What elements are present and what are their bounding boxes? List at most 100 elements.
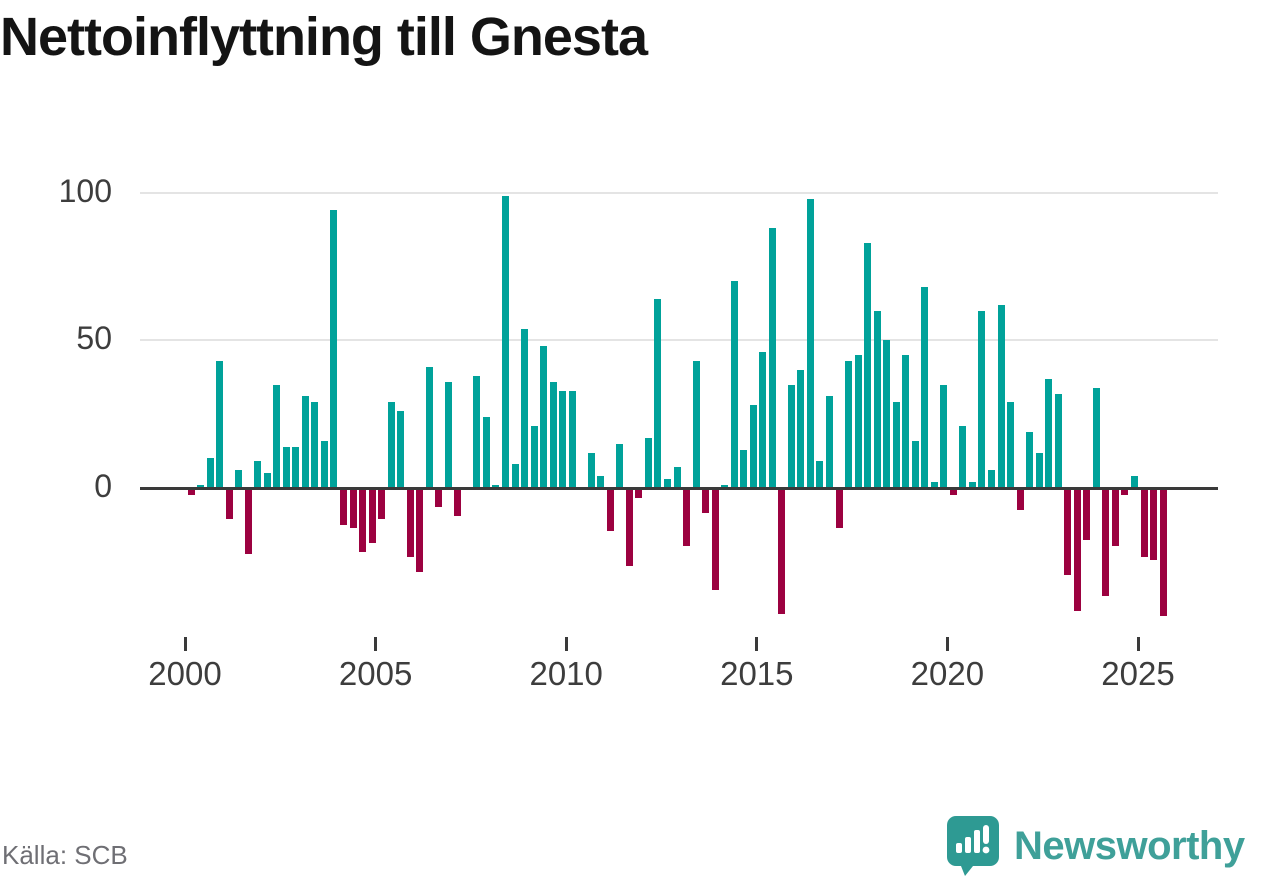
- x-axis-tick: [755, 637, 759, 651]
- bar-positive: [254, 461, 262, 488]
- bar-negative: [435, 489, 443, 508]
- bar-negative: [368, 489, 376, 543]
- logo-exclamation-dot: [982, 846, 990, 854]
- bar-negative: [187, 489, 195, 496]
- bar-positive: [854, 355, 862, 488]
- bar-positive: [797, 369, 805, 488]
- bar-positive: [473, 375, 481, 488]
- bar-positive: [816, 461, 824, 488]
- bar-positive: [273, 384, 281, 488]
- logo-bar-small: [956, 843, 962, 853]
- bar-negative: [835, 489, 843, 528]
- bar-positive: [826, 396, 833, 488]
- bar-positive: [1026, 431, 1034, 488]
- bar-positive: [549, 381, 557, 488]
- newsworthy-logo: Newsworthy: [946, 815, 1245, 877]
- bar-positive: [959, 425, 967, 488]
- x-axis-tick: [564, 637, 568, 651]
- source-caption: Källa: SCB: [2, 840, 128, 870]
- bar-positive: [997, 304, 1005, 488]
- bar-positive: [673, 467, 681, 488]
- bar-positive: [749, 405, 757, 488]
- x-tick-label: 2010: [529, 655, 603, 692]
- bar-positive: [921, 287, 929, 488]
- bar-negative: [225, 489, 233, 520]
- logo-bar-medium: [965, 837, 971, 853]
- bar-positive: [768, 228, 776, 488]
- x-tick-label: 2025: [1101, 655, 1175, 692]
- bar-negative: [339, 489, 347, 525]
- bar-negative: [1121, 489, 1129, 496]
- bar-positive: [216, 361, 224, 488]
- bar-negative: [606, 489, 614, 531]
- logo-exclamation-stem: [983, 825, 989, 844]
- x-axis-tick: [183, 637, 187, 651]
- bar-positive: [644, 437, 652, 488]
- y-gridline: [140, 191, 1218, 194]
- bar-positive: [282, 446, 290, 488]
- chart-title: Nettoinflyttning till Gnesta: [0, 7, 648, 67]
- bar-positive: [787, 384, 795, 488]
- bar-negative: [244, 489, 252, 555]
- bar-positive: [902, 355, 910, 488]
- bar-positive: [692, 361, 700, 488]
- bar-negative: [406, 489, 414, 558]
- x-tick-label: 2005: [338, 655, 413, 692]
- bar-negative: [702, 489, 710, 514]
- bar-positive: [883, 340, 891, 488]
- x-axis-tick: [1136, 637, 1140, 651]
- y-tick-label: 50: [76, 320, 112, 357]
- bar-positive: [892, 402, 900, 488]
- bar-negative: [1111, 489, 1119, 546]
- bar-positive: [482, 417, 490, 488]
- bar-positive: [968, 482, 976, 488]
- bar-positive: [530, 425, 538, 488]
- bar-negative: [349, 489, 357, 528]
- bar-negative: [454, 489, 462, 517]
- bar-positive: [978, 310, 986, 488]
- bar-positive: [597, 476, 605, 488]
- bar-positive: [845, 361, 853, 488]
- bar-positive: [740, 449, 748, 488]
- bar-positive: [521, 328, 529, 488]
- bar-positive: [864, 242, 872, 488]
- bar-positive: [911, 440, 919, 488]
- bar-positive: [559, 390, 567, 488]
- bar-positive: [654, 299, 662, 488]
- x-tick-label: 2015: [720, 655, 794, 692]
- logo-bar-large: [974, 830, 980, 853]
- x-axis-tick: [374, 637, 378, 651]
- bar-negative: [625, 489, 633, 567]
- bar-negative: [635, 489, 643, 499]
- bar-positive: [664, 479, 671, 488]
- bar-positive: [873, 310, 881, 488]
- bar-negative: [359, 489, 367, 552]
- bar-negative: [711, 489, 719, 590]
- bar-negative: [416, 489, 424, 573]
- bar-positive: [320, 440, 328, 488]
- bar-positive: [387, 402, 395, 488]
- bar-positive: [263, 473, 271, 488]
- bar-positive: [940, 384, 948, 488]
- bar-positive: [806, 198, 814, 488]
- zero-axis-line: [140, 486, 1218, 490]
- bar-negative: [778, 489, 786, 614]
- newsworthy-logo-icon: [947, 816, 999, 876]
- x-axis-tick: [945, 637, 949, 651]
- bar-positive: [568, 390, 576, 488]
- bar-negative: [378, 489, 386, 520]
- bar-positive: [235, 470, 243, 488]
- bar-positive: [206, 458, 214, 488]
- bar-negative: [1016, 489, 1024, 511]
- bar-positive: [759, 352, 767, 488]
- bar-positive: [616, 443, 624, 488]
- bar-positive: [1130, 476, 1138, 488]
- bar-negative: [1159, 489, 1167, 617]
- bar-positive: [425, 366, 433, 488]
- x-tick-label: 2000: [148, 655, 222, 692]
- bar-negative: [683, 489, 691, 546]
- bar-negative: [1064, 489, 1072, 576]
- bar-positive: [1007, 402, 1015, 488]
